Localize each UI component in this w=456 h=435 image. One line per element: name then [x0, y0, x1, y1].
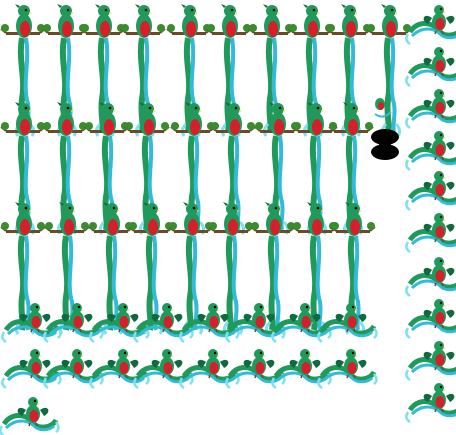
shadow-blob-icon — [371, 129, 399, 160]
quetzal-perched-sprite — [367, 4, 411, 136]
quetzal-flying-sprite — [134, 349, 192, 388]
quetzal-flying-sprite — [406, 131, 456, 170]
quetzal-flying-sprite — [226, 349, 284, 388]
quetzal-flying-sprite — [406, 299, 456, 338]
quetzal-flying-sprite — [180, 349, 238, 388]
quetzal-flying-sprite — [406, 257, 456, 296]
quetzal-flying-sprite — [90, 303, 148, 342]
quetzal-flying-sprite — [134, 303, 192, 342]
quetzal-flying-sprite — [272, 349, 330, 388]
quetzal-flying-sprite — [44, 303, 102, 342]
quetzal-flying-sprite — [406, 341, 456, 380]
quetzal-flying-sprite — [318, 303, 376, 342]
quetzal-flying-sprite — [406, 171, 456, 210]
flying-column-group — [406, 5, 456, 422]
quetzal-flying-sprite — [44, 349, 102, 388]
quetzal-flying-sprite — [318, 349, 376, 388]
quetzal-perched-sprite — [249, 4, 293, 136]
quetzal-flying-sprite — [406, 5, 456, 44]
quetzal-flying-sprite — [406, 89, 456, 128]
quetzal-flying-sprite — [406, 47, 456, 86]
quetzal-perched-sprite — [125, 102, 169, 234]
quetzal-flying-sprite — [406, 383, 456, 422]
quetzal-perched-sprite — [45, 202, 89, 334]
quetzal-perched-sprite — [85, 102, 129, 234]
quetzal-flying-sprite — [0, 397, 58, 435]
quetzal-perched-sprite — [169, 202, 213, 334]
perched-group — [1, 4, 411, 334]
quetzal-flying-sprite — [90, 349, 148, 388]
quetzal-perched-sprite — [293, 202, 337, 334]
quetzal-flying-sprite — [406, 213, 456, 252]
